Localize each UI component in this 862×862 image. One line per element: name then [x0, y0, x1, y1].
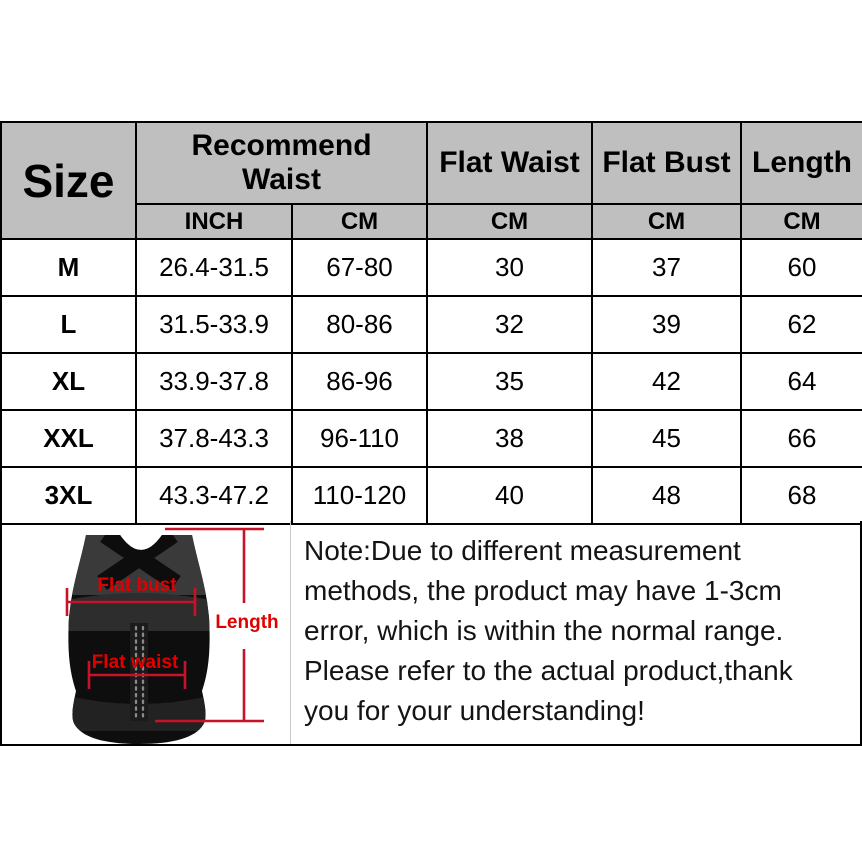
table-row-m: M 26.4-31.5 67-80 30 37 60 [0, 238, 862, 297]
flat-bust-value: 48 [591, 466, 742, 525]
vest-diagram-svg: Flat bust Flat waist Length [65, 527, 279, 744]
flat-bust-value: 37 [591, 238, 742, 297]
column-header-size: Size [0, 121, 137, 240]
cm-value: 86-96 [291, 352, 428, 411]
note-line: methods, the product may have 1-3cm [304, 575, 782, 606]
table-row-xxl: XXL 37.8-43.3 96-110 38 45 66 [0, 409, 862, 468]
note-line: Note:Due to different measurement [304, 535, 741, 566]
unit-cm-recommend: CM [291, 203, 428, 240]
size-value: XL [0, 352, 137, 411]
size-table-section: Size Recommend Waist Flat Waist Flat Bus… [0, 121, 862, 525]
flat-waist-annotation-label: Flat waist [92, 652, 179, 673]
size-value: M [0, 238, 137, 297]
flat-waist-value: 38 [426, 409, 593, 468]
flat-bust-value: 39 [591, 295, 742, 354]
inch-value: 26.4-31.5 [135, 238, 293, 297]
table-row-3xl: 3XL 43.3-47.2 110-120 40 48 68 [0, 466, 862, 525]
unit-cm-length: CM [740, 203, 862, 240]
length-value: 68 [740, 466, 862, 525]
size-value: L [0, 295, 137, 354]
size-table: Size Recommend Waist Flat Waist Flat Bus… [0, 121, 862, 525]
inch-value: 31.5-33.9 [135, 295, 293, 354]
inch-value: 37.8-43.3 [135, 409, 293, 468]
cm-value: 80-86 [291, 295, 428, 354]
unit-cm-flat-bust: CM [591, 203, 742, 240]
length-annotation-line [155, 527, 264, 723]
note-line: error, which is within the normal range. [304, 615, 784, 646]
note-line: you for your understanding! [304, 695, 645, 726]
flat-bust-annotation-label: Flat bust [97, 575, 177, 596]
vest-measurement-diagram: Flat bust Flat waist Length [2, 521, 291, 744]
size-value: 3XL [0, 466, 137, 525]
flat-waist-value: 32 [426, 295, 593, 354]
flat-waist-value: 30 [426, 238, 593, 297]
cm-value: 110-120 [291, 466, 428, 525]
measurement-note: Note:Due to different measurement method… [291, 521, 860, 744]
vest-illustration [68, 535, 210, 744]
length-value: 62 [740, 295, 862, 354]
cm-value: 96-110 [291, 409, 428, 468]
length-value: 66 [740, 409, 862, 468]
cm-value: 67-80 [291, 238, 428, 297]
length-annotation-label: Length [215, 612, 278, 633]
flat-bust-value: 45 [591, 409, 742, 468]
unit-inch: INCH [135, 203, 293, 240]
vest-racerback [97, 535, 181, 591]
note-line: Please refer to the actual product,thank [304, 655, 793, 686]
unit-cm-flat-waist: CM [426, 203, 593, 240]
length-value: 60 [740, 238, 862, 297]
flat-waist-value: 35 [426, 352, 593, 411]
flat-bust-annotation-line [65, 588, 197, 616]
column-header-flat-bust: Flat Bust [591, 121, 742, 205]
column-header-recommend-waist: Recommend Waist [135, 121, 428, 205]
flat-waist-annotation-line [87, 661, 187, 689]
inch-value: 33.9-37.8 [135, 352, 293, 411]
length-value: 64 [740, 352, 862, 411]
measurement-note-section: Flat bust Flat waist Length Note:Due to … [0, 521, 862, 746]
column-header-length: Length [740, 121, 862, 205]
inch-value: 43.3-47.2 [135, 466, 293, 525]
column-header-flat-waist: Flat Waist [426, 121, 593, 205]
table-row-xl: XL 33.9-37.8 86-96 35 42 64 [0, 352, 862, 411]
flat-bust-value: 42 [591, 352, 742, 411]
size-value: XXL [0, 409, 137, 468]
table-row-l: L 31.5-33.9 80-86 32 39 62 [0, 295, 862, 354]
recommend-waist-label: Recommend Waist [191, 128, 372, 197]
flat-waist-value: 40 [426, 466, 593, 525]
